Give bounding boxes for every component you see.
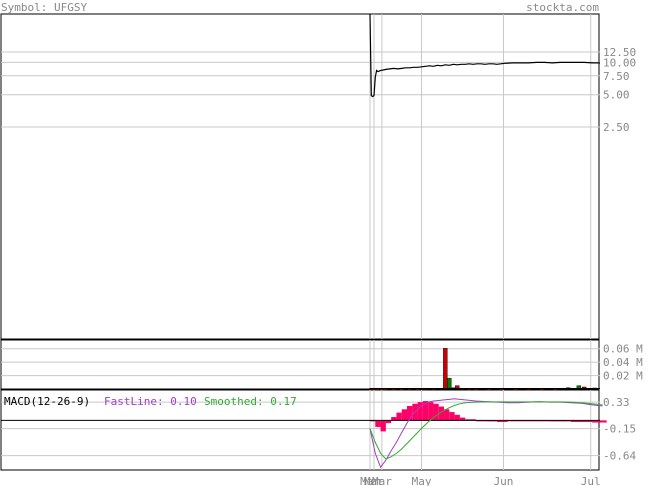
macd-histogram-bar <box>581 420 593 422</box>
x-tick-label: May <box>412 475 432 486</box>
macd-histogram-bar <box>449 412 455 421</box>
macd-histogram-bar <box>396 412 402 421</box>
x-tick-label: Mar <box>360 475 380 486</box>
price-line <box>369 13 600 98</box>
macd-histogram-bar <box>444 409 450 421</box>
macd-smoothed <box>369 401 603 460</box>
macd-histogram-bar <box>401 409 408 421</box>
price-tick-label: 10.00 <box>603 56 636 69</box>
macd-histogram-bar <box>496 420 508 422</box>
macd-histogram-bar <box>417 402 423 421</box>
x-tick-label: Jun <box>494 475 514 486</box>
x-tick-label: Jul <box>581 475 601 486</box>
macd-histogram-bar <box>592 420 603 423</box>
price-tick-label: 5.00 <box>603 89 630 102</box>
volume-series <box>369 348 600 390</box>
macd-histogram-bar <box>454 414 460 421</box>
macd-histogram-bar <box>391 417 397 421</box>
macd-tick-label: 0.33 <box>603 396 630 409</box>
macd-label: MACD(12-26-9) <box>4 395 90 408</box>
x-tick-label: Mar <box>364 475 384 486</box>
macd-histogram-bar <box>375 420 381 427</box>
macd-histogram-bar <box>407 406 413 421</box>
macd-histogram-bar <box>570 420 582 422</box>
price-tick-label: 12.50 <box>603 46 636 59</box>
macd-histogram-bar <box>459 417 466 421</box>
macd-histogram-bar <box>438 406 445 421</box>
site-label[interactable]: stockta.com <box>526 1 599 14</box>
volume-tick-label: 0.02 M <box>603 370 643 383</box>
macd-histogram-bar <box>428 402 434 421</box>
smoothed-label: Smoothed: 0.17 <box>204 395 297 408</box>
macd-histogram-bar <box>422 401 429 421</box>
price-tick-label: 7.50 <box>603 70 630 83</box>
volume-bar <box>443 348 448 390</box>
macd-series <box>1 398 607 469</box>
macd-histogram-bar <box>486 420 497 422</box>
volume-tick-label: 0.04 M <box>603 356 643 369</box>
fastline-label: FastLine: 0.10 <box>104 395 197 408</box>
symbol-label: Symbol: UFGSY <box>1 1 87 14</box>
price-tick-label: 2.50 <box>603 121 630 134</box>
macd-histogram-bar <box>385 420 392 424</box>
volume-bar <box>447 377 452 390</box>
volume-panel-frame <box>0 339 600 390</box>
macd-histogram-bar <box>549 420 561 422</box>
macd-panel-frame <box>0 389 600 471</box>
macd-histogram-bar <box>602 420 607 423</box>
macd-histogram-bar <box>433 403 439 421</box>
macd-histogram-bar <box>380 420 386 432</box>
x-tick-label: Mar <box>372 475 392 486</box>
macd-histogram-bar <box>560 420 571 422</box>
macd-fastline <box>369 398 603 469</box>
macd-histogram-bar <box>465 419 476 421</box>
price-panel-frame <box>0 13 600 340</box>
macd-tick-label: -0.64 <box>603 450 636 463</box>
macd-tick-label: -0.15 <box>603 423 636 436</box>
price-series <box>369 13 600 98</box>
volume-tick-label: 0.06 M <box>603 343 643 356</box>
